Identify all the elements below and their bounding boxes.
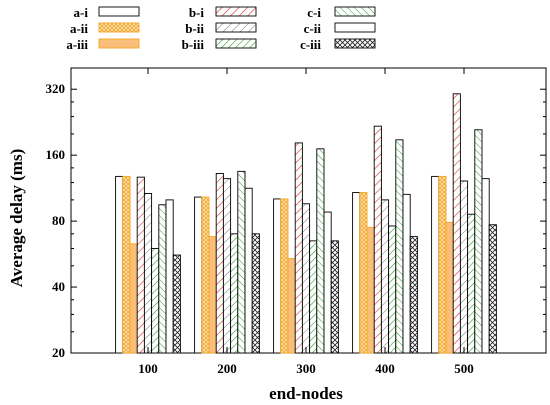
bar-b-ii-200 <box>222 178 232 354</box>
bar-a-iii-300 <box>287 258 296 354</box>
bar-c-iii-500 <box>488 224 497 354</box>
bar-c-i-200 <box>237 170 246 354</box>
legend-swatch <box>334 6 376 17</box>
x-tick-label: 200 <box>217 361 237 376</box>
bar-b-iii-500 <box>467 213 476 354</box>
legend-swatch <box>98 22 140 33</box>
bar-a-i-100 <box>115 175 124 354</box>
legend-label: a-ii <box>70 21 88 36</box>
legend-item-c-i: c-i <box>307 5 376 20</box>
y-tick-label: 40 <box>52 279 65 294</box>
bar-b-ii-300 <box>301 203 311 354</box>
legend-item-c-iii: c-iii <box>300 37 376 52</box>
bar-b-iii-300 <box>309 240 318 354</box>
bar-a-ii-300 <box>280 198 289 354</box>
bar-b-i-500 <box>452 93 461 354</box>
bar-c-ii-300 <box>323 211 332 354</box>
bar-c-ii-400 <box>402 193 411 354</box>
bar-a-i-300 <box>273 198 282 354</box>
bar-c-iii-100 <box>172 254 181 354</box>
y-tick-label: 320 <box>46 81 66 96</box>
bar-a-iii-200 <box>208 236 217 354</box>
y-tick-label: 160 <box>46 147 66 162</box>
legend-item-b-iii: b-iii <box>182 37 257 52</box>
legend-item-b-i: b-i <box>189 5 257 20</box>
x-axis: 100 200 300 400 500 <box>138 68 474 376</box>
legend-label: b-iii <box>182 37 205 52</box>
bar-a-iii-100 <box>129 243 138 354</box>
bar-a-i-200 <box>194 196 203 354</box>
legend-label: c-i <box>307 5 321 20</box>
bar-a-ii-200 <box>201 196 210 354</box>
bar-b-ii-500 <box>459 180 469 354</box>
bar-c-ii-200 <box>244 187 253 354</box>
bar-a-iii-400 <box>366 226 375 354</box>
legend-item-a-iii: a-iii <box>66 37 140 52</box>
y-axis-label: Average delay (ms) <box>7 149 26 287</box>
bar-c-i-300 <box>316 148 325 354</box>
legend-swatch <box>334 38 376 49</box>
y-axis: 20 40 80 160 320 <box>46 81 546 360</box>
bar-b-i-400 <box>373 125 382 354</box>
bar-c-i-100 <box>158 204 167 354</box>
bar-b-ii-100 <box>143 192 153 354</box>
bar-a-i-500 <box>431 175 440 354</box>
x-tick-label: 100 <box>138 361 158 376</box>
bar-c-ii-500 <box>481 178 490 354</box>
bar-b-i-200 <box>215 173 224 354</box>
legend-label: b-i <box>189 5 205 20</box>
legend-swatch <box>215 38 257 49</box>
legend-item-a-ii: a-ii <box>70 21 140 36</box>
y-tick-label: 80 <box>52 213 65 228</box>
legend-label: a-i <box>74 5 89 20</box>
bar-a-ii-400 <box>359 192 368 354</box>
x-tick-label: 400 <box>375 361 395 376</box>
legend: a-ia-iia-iii b-ib-iib-iii c-ic-iic-iii <box>66 5 376 52</box>
legend-swatch <box>98 38 140 49</box>
legend-label: b-ii <box>185 21 204 36</box>
legend-swatch <box>215 22 257 33</box>
plot-area <box>70 67 547 354</box>
bar-c-i-500 <box>474 129 483 354</box>
legend-item-a-i: a-i <box>74 5 140 20</box>
x-axis-label: end-nodes <box>269 384 343 403</box>
bar-c-iii-200 <box>251 233 260 354</box>
bar-a-ii-500 <box>438 175 447 354</box>
bar-c-iii-300 <box>330 240 339 354</box>
bar-b-ii-400 <box>380 199 390 354</box>
legend-item-b-ii: b-ii <box>185 21 257 36</box>
bar-a-iii-500 <box>445 221 454 354</box>
bar-c-iii-400 <box>409 236 418 354</box>
y-tick-label: 20 <box>52 345 65 360</box>
legend-swatch <box>334 22 376 33</box>
bar-b-iii-400 <box>388 225 397 354</box>
legend-item-c-ii: c-ii <box>304 21 376 36</box>
x-tick-label: 500 <box>454 361 474 376</box>
legend-label: c-ii <box>304 21 322 36</box>
x-tick-label: 300 <box>296 361 316 376</box>
bar-b-iii-100 <box>151 248 160 354</box>
bar-c-i-400 <box>395 139 404 354</box>
legend-label: c-iii <box>300 37 321 52</box>
bar-c-ii-100 <box>165 199 174 354</box>
legend-label: a-iii <box>66 37 88 52</box>
bar-a-i-400 <box>352 192 361 354</box>
legend-swatch <box>98 6 140 17</box>
legend-swatch <box>215 6 257 17</box>
bar-a-ii-100 <box>122 175 131 354</box>
bar-b-i-100 <box>136 176 145 354</box>
bar-b-iii-200 <box>230 233 239 354</box>
bar-b-i-300 <box>294 142 303 354</box>
